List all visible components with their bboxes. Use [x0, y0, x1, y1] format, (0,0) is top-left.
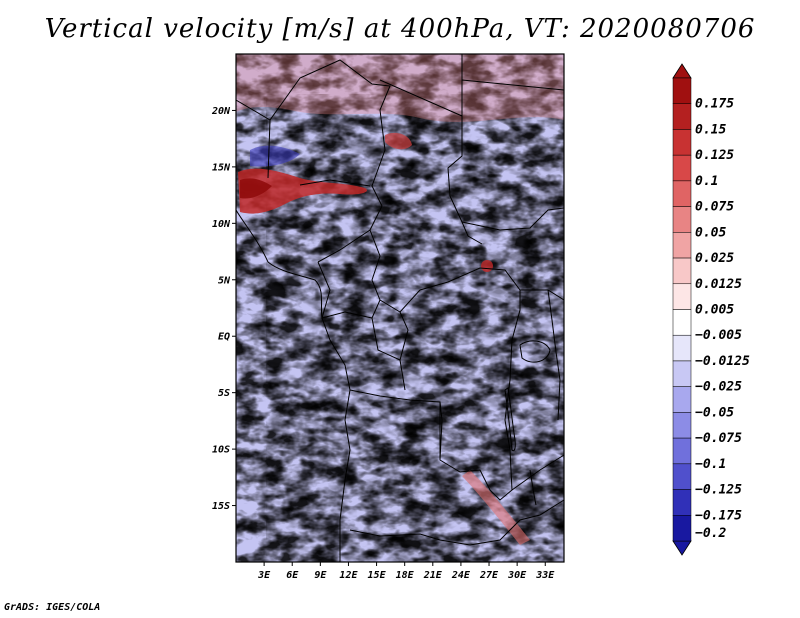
- colorbar-label: 0.15: [695, 122, 726, 137]
- colorbar-segment: [672, 283, 692, 310]
- colorbar-label: −0.0125: [695, 354, 750, 369]
- country-borders: [236, 54, 564, 562]
- field-negative-patches: [266, 94, 564, 562]
- colorbar-label: 0.05: [695, 225, 726, 240]
- x-tick-label: 6E: [286, 570, 299, 581]
- colorbar-top-arrow: [672, 63, 692, 79]
- colorbar-segment: [672, 515, 692, 542]
- positive-band-north: [236, 54, 564, 122]
- updraft-cluster: [385, 132, 412, 150]
- y-tick-label: 10N: [212, 219, 231, 230]
- colorbar-label: 0.025: [695, 251, 734, 266]
- colorbar-label: 0.125: [695, 148, 734, 163]
- colorbar-label: −0.125: [695, 483, 742, 498]
- y-tick-label: EQ: [218, 332, 230, 343]
- x-tick-label: 27E: [479, 570, 499, 581]
- colorbar-segment: [672, 129, 692, 156]
- updraft-spot: [481, 260, 493, 272]
- colorbar-label: 0.175: [695, 97, 734, 112]
- colorbar-segment: [672, 412, 692, 439]
- colorbar-segment: [672, 206, 692, 233]
- colorbar-segment: [672, 334, 692, 362]
- colorbar-segment: [672, 489, 692, 516]
- colorbar-label: 0.075: [695, 200, 734, 215]
- colorbar-segment: [672, 103, 692, 130]
- colorbar-segment: [672, 463, 692, 490]
- colorbar-segment: [672, 232, 692, 259]
- x-tick-label: 3E: [257, 570, 271, 581]
- positive-streak-south: [462, 470, 530, 545]
- chart-title: Vertical velocity [m/s] at 400hPa, VT: 2…: [44, 14, 756, 44]
- colorbar-segment: [672, 154, 692, 182]
- colorbar-segment: [672, 309, 692, 336]
- y-tick-label: 5S: [218, 388, 230, 399]
- x-axis: 3E 6E 9E 12E 15E 18E 21E 24E 27E 30E 33E: [257, 562, 555, 581]
- grads-credit: GrADS: IGES/COLA: [4, 602, 101, 613]
- colorbar-segment: [672, 77, 692, 104]
- colorbar-label: −0.05: [695, 405, 734, 420]
- y-tick-label: 15N: [212, 162, 231, 173]
- x-tick-label: 21E: [423, 570, 443, 581]
- colorbar-label: 0.0125: [695, 277, 742, 292]
- x-tick-label: 9E: [314, 570, 327, 581]
- x-tick-label: 12E: [339, 570, 358, 581]
- colorbar-bottom-arrow: [672, 540, 692, 556]
- strong-updraft-feature: [238, 168, 368, 214]
- strong-updraft-core: [240, 178, 272, 199]
- field-area: [236, 54, 564, 562]
- y-tick-label: 10S: [212, 445, 230, 456]
- x-tick-label: 15E: [368, 570, 387, 581]
- downdraft-feature: [250, 145, 300, 167]
- colorbar-segment: [672, 360, 692, 387]
- colorbar-label: −0.2: [695, 526, 726, 541]
- colorbar-label: 0.1: [695, 174, 718, 189]
- x-tick-label: 33E: [535, 570, 555, 581]
- x-tick-label: 18E: [396, 570, 415, 581]
- y-tick-label: 20N: [211, 106, 231, 117]
- x-tick-label: 30E: [507, 570, 527, 581]
- colorbar-segment: [672, 386, 692, 413]
- colorbar-segment: [672, 257, 692, 285]
- colorbar-label: −0.1: [695, 457, 726, 472]
- y-tick-label: 15S: [212, 501, 230, 512]
- colorbar-segment: [672, 180, 692, 207]
- colorbar-label: −0.025: [695, 380, 742, 395]
- colorbar-label: −0.075: [695, 431, 742, 446]
- x-tick-label: 24E: [451, 570, 471, 581]
- map-frame: [235, 53, 565, 563]
- y-tick-label: 5N: [218, 275, 231, 286]
- colorbar-label: −0.005: [695, 328, 742, 343]
- colorbar-label: −0.175: [695, 508, 742, 523]
- colorbar-label: 0.005: [695, 303, 734, 318]
- colorbar: 0.175 0.15 0.125 0.1 0.075 0.05 0.025 0.0125 0.0…: [672, 63, 750, 556]
- colorbar-segment: [672, 437, 692, 465]
- y-axis: 20N 15N 10N 5N EQ 5S 10S 15S: [211, 106, 236, 512]
